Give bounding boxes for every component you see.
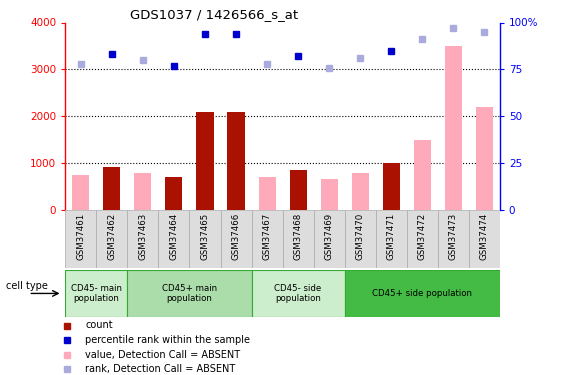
Bar [352, 172, 369, 210]
Text: GSM37470: GSM37470 [356, 213, 365, 260]
Text: rank, Detection Call = ABSENT: rank, Detection Call = ABSENT [85, 364, 235, 374]
Bar [345, 210, 375, 268]
Bar [228, 112, 245, 210]
Bar [314, 210, 345, 268]
Bar [127, 210, 158, 268]
Text: GSM37472: GSM37472 [417, 213, 427, 260]
Text: GSM37471: GSM37471 [387, 213, 396, 260]
Text: GSM37467: GSM37467 [262, 213, 272, 260]
Bar [320, 179, 337, 210]
Text: CD45- side
population: CD45- side population [274, 284, 321, 303]
Bar [190, 210, 220, 268]
Bar [65, 210, 97, 268]
Text: GSM37465: GSM37465 [201, 213, 210, 260]
Bar [445, 46, 462, 210]
Bar [383, 163, 400, 210]
Bar [197, 112, 214, 210]
Text: GSM37462: GSM37462 [107, 213, 116, 260]
Bar [135, 172, 152, 210]
Text: GSM37473: GSM37473 [449, 213, 458, 260]
Text: CD45- main
population: CD45- main population [71, 284, 122, 303]
Text: GDS1037 / 1426566_s_at: GDS1037 / 1426566_s_at [131, 8, 299, 21]
Text: count: count [85, 321, 113, 330]
Bar [252, 270, 345, 317]
Bar [252, 210, 283, 268]
Bar [345, 270, 500, 317]
Text: GSM37466: GSM37466 [232, 213, 240, 260]
Bar [72, 175, 89, 210]
Text: GSM37464: GSM37464 [169, 213, 178, 260]
Text: CD45+ side population: CD45+ side population [372, 289, 472, 298]
Text: GSM37468: GSM37468 [294, 213, 303, 260]
Bar [407, 210, 438, 268]
Bar [290, 170, 307, 210]
Text: percentile rank within the sample: percentile rank within the sample [85, 335, 250, 345]
Bar [127, 270, 252, 317]
Bar [414, 140, 431, 210]
Text: cell type: cell type [6, 281, 48, 291]
Bar [65, 270, 127, 317]
Bar [103, 167, 120, 210]
Text: value, Detection Call = ABSENT: value, Detection Call = ABSENT [85, 350, 240, 360]
Bar [476, 107, 493, 210]
Bar [220, 210, 252, 268]
Bar [438, 210, 469, 268]
Text: GSM37461: GSM37461 [76, 213, 85, 260]
Bar [283, 210, 314, 268]
Bar [97, 210, 127, 268]
Bar [258, 177, 275, 210]
Bar [469, 210, 500, 268]
Text: GSM37474: GSM37474 [480, 213, 489, 260]
Text: GSM37469: GSM37469 [325, 213, 333, 260]
Text: GSM37463: GSM37463 [139, 213, 148, 260]
Bar [158, 210, 190, 268]
Text: CD45+ main
population: CD45+ main population [162, 284, 217, 303]
Bar [165, 177, 182, 210]
Bar [375, 210, 407, 268]
